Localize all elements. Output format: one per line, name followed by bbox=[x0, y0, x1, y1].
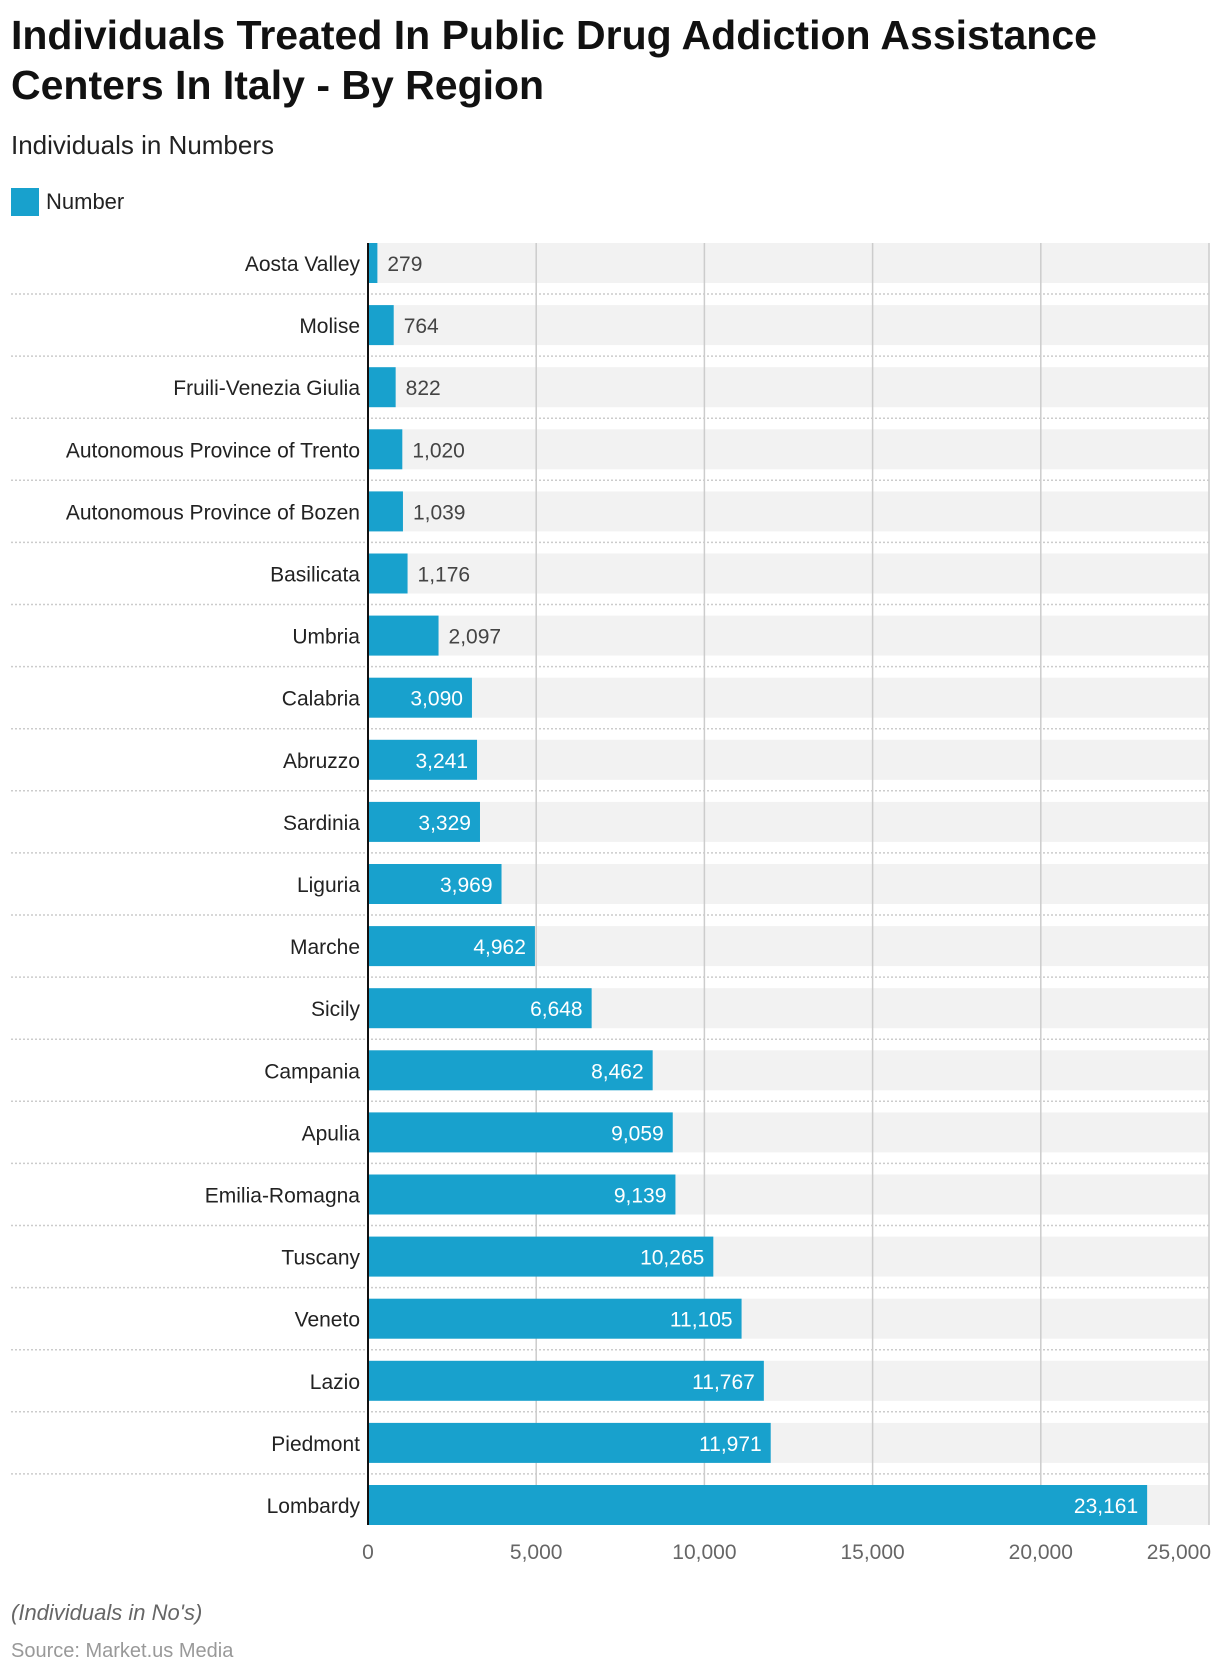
data-label: 1,020 bbox=[412, 439, 465, 462]
data-label: 2,097 bbox=[449, 626, 502, 649]
x-tick-label: 15,000 bbox=[840, 1541, 904, 1564]
category-label: Aosta Valley bbox=[245, 253, 361, 276]
bar-track bbox=[368, 491, 1209, 532]
bar bbox=[368, 1050, 653, 1091]
x-tick-label: 20,000 bbox=[1009, 1541, 1073, 1564]
bar bbox=[368, 801, 480, 842]
category-label: Umbria bbox=[292, 626, 360, 649]
data-label: 6,648 bbox=[530, 998, 583, 1021]
chart-subtitle: Individuals in Numbers bbox=[11, 130, 275, 160]
legend-swatch bbox=[11, 188, 39, 216]
bar bbox=[368, 305, 394, 346]
data-label: 1,176 bbox=[418, 564, 471, 587]
bar-track bbox=[368, 864, 1209, 904]
bar-chart: 0 5,000 10,000 15,000 20,000 25,000 Aosta Vall… bbox=[11, 243, 1211, 1564]
bar-track bbox=[368, 553, 1209, 594]
bar bbox=[368, 1485, 1148, 1525]
bar bbox=[368, 1112, 673, 1153]
data-label: 11,971 bbox=[699, 1433, 762, 1456]
bar bbox=[368, 553, 408, 594]
data-label: 822 bbox=[406, 377, 441, 400]
category-label: Lazio bbox=[310, 1371, 360, 1394]
data-label: 3,329 bbox=[418, 812, 471, 835]
bar bbox=[368, 926, 535, 967]
category-label: Sardinia bbox=[283, 812, 360, 835]
data-label: 3,241 bbox=[415, 750, 468, 773]
x-tick-label: 5,000 bbox=[510, 1541, 563, 1564]
chart-note: (Individuals in No's) bbox=[11, 1600, 203, 1625]
bar bbox=[368, 677, 472, 718]
category-label: Tuscany bbox=[281, 1247, 360, 1270]
chart-source: Source: Market.us Media bbox=[11, 1640, 234, 1662]
bar-track bbox=[368, 305, 1209, 346]
bar bbox=[368, 988, 592, 1029]
data-label: 10,265 bbox=[640, 1247, 704, 1270]
category-label: Autonomous Province of Trento bbox=[66, 439, 360, 462]
bar-track bbox=[368, 243, 1209, 283]
data-label: 4,962 bbox=[473, 936, 526, 959]
category-label: Basilicata bbox=[270, 564, 360, 587]
x-tick-label: 25,000 bbox=[1147, 1541, 1211, 1564]
bar bbox=[368, 429, 403, 470]
bar-track bbox=[368, 677, 1209, 718]
bar bbox=[368, 367, 396, 408]
data-label: 1,039 bbox=[413, 501, 466, 524]
bar bbox=[368, 491, 403, 532]
data-label: 9,059 bbox=[611, 1122, 664, 1145]
x-tick-label: 0 bbox=[362, 1541, 374, 1564]
bar bbox=[368, 1422, 771, 1463]
data-label: 3,969 bbox=[440, 874, 493, 897]
data-label: 23,161 bbox=[1074, 1495, 1138, 1518]
category-label: Molise bbox=[299, 315, 360, 338]
category-label: Apulia bbox=[302, 1122, 361, 1145]
data-label: 764 bbox=[404, 315, 439, 338]
data-label: 3,090 bbox=[410, 688, 463, 711]
data-label: 11,105 bbox=[670, 1309, 733, 1332]
category-label: Campania bbox=[264, 1060, 360, 1083]
category-label: Piedmont bbox=[271, 1433, 360, 1456]
legend-label: Number bbox=[46, 189, 125, 214]
bar bbox=[368, 1174, 676, 1215]
bar bbox=[368, 243, 378, 283]
data-label: 279 bbox=[387, 253, 422, 276]
bar bbox=[368, 864, 502, 904]
x-tick-label: 10,000 bbox=[672, 1541, 736, 1564]
bar-track bbox=[368, 367, 1209, 408]
bar-track bbox=[368, 739, 1209, 780]
category-label: Sicily bbox=[311, 998, 361, 1021]
bar-track bbox=[368, 801, 1209, 842]
category-label: Lombardy bbox=[267, 1495, 361, 1518]
bar bbox=[368, 1298, 742, 1339]
legend: Number bbox=[11, 188, 124, 216]
category-label: Emilia-Romagna bbox=[205, 1185, 361, 1208]
category-label: Calabria bbox=[282, 688, 361, 711]
bar-track bbox=[368, 429, 1209, 470]
category-label: Marche bbox=[290, 936, 360, 959]
bar bbox=[368, 1236, 714, 1277]
bar bbox=[368, 615, 439, 656]
category-label: Abruzzo bbox=[283, 750, 360, 773]
category-label: Liguria bbox=[297, 874, 360, 897]
category-label: Fruili-Venezia Giulia bbox=[173, 377, 360, 400]
bar-track bbox=[368, 615, 1209, 656]
bar bbox=[368, 739, 478, 780]
data-label: 9,139 bbox=[614, 1185, 667, 1208]
chart-title: Individuals Treated In Public Drug Addic… bbox=[11, 12, 1097, 108]
data-label: 11,767 bbox=[692, 1371, 755, 1394]
category-label: Veneto bbox=[295, 1309, 360, 1332]
category-label: Autonomous Province of Bozen bbox=[66, 501, 360, 524]
data-label: 8,462 bbox=[591, 1060, 644, 1083]
bar bbox=[368, 1360, 764, 1401]
